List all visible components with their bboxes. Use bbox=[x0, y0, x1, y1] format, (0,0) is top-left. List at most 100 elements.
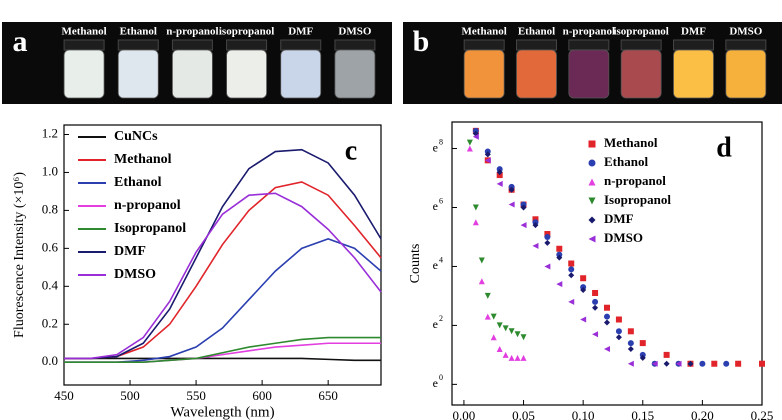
decay-point bbox=[580, 275, 587, 282]
legend-marker bbox=[588, 159, 596, 167]
decay-point bbox=[508, 201, 515, 208]
y-axis-title: Counts bbox=[408, 244, 423, 284]
decay-point bbox=[663, 351, 670, 358]
spectrum-line bbox=[64, 181, 382, 360]
vial-cap bbox=[725, 39, 767, 51]
decay-point bbox=[580, 316, 587, 323]
decay-point bbox=[639, 354, 646, 361]
decay-point bbox=[544, 263, 551, 270]
x-tick-label: 600 bbox=[252, 388, 272, 403]
decay-point bbox=[651, 360, 658, 367]
legend-label: Isopropanol bbox=[604, 192, 671, 207]
decay-point bbox=[532, 222, 539, 229]
decay-point bbox=[544, 233, 551, 240]
panel-label: c bbox=[345, 135, 357, 166]
decay-point bbox=[478, 278, 485, 285]
decay-point bbox=[627, 328, 634, 335]
decay-point bbox=[496, 169, 503, 176]
decay-point bbox=[627, 360, 634, 367]
decay-point bbox=[556, 245, 563, 252]
decay-point bbox=[514, 354, 521, 361]
decay-point bbox=[615, 328, 622, 335]
x-axis-title: Wavelength (nm) bbox=[170, 404, 274, 420]
vial bbox=[463, 49, 505, 99]
decay-point bbox=[520, 204, 527, 211]
x-tick-label: 0.25 bbox=[751, 408, 774, 420]
y-tick-label: 0.2 bbox=[42, 315, 58, 330]
decay-point bbox=[568, 272, 575, 279]
vial-label: isopropanol bbox=[613, 26, 668, 38]
vial-cap bbox=[226, 39, 268, 51]
vial-label: isopropanol bbox=[219, 26, 274, 38]
y-tick-exponent: 4 bbox=[439, 255, 443, 264]
vial-label: n-propanol bbox=[166, 26, 218, 38]
vial bbox=[280, 49, 322, 99]
x-tick-label: 0.20 bbox=[691, 408, 714, 420]
legend-label: DMSO bbox=[114, 267, 156, 282]
decay-point bbox=[592, 331, 599, 338]
vial-label: Ethanol bbox=[518, 26, 555, 38]
legend-label: DMSO bbox=[604, 230, 643, 245]
vial-cap bbox=[620, 39, 662, 51]
decay-point bbox=[663, 360, 670, 367]
decay-point bbox=[604, 304, 610, 311]
decay-point bbox=[514, 331, 521, 338]
x-tick-label: 0.10 bbox=[572, 408, 595, 420]
decay-point bbox=[496, 345, 503, 352]
decay-point bbox=[699, 360, 706, 367]
y-tick-label: e bbox=[433, 376, 438, 390]
vial-label: Ethanol bbox=[120, 26, 157, 38]
x-tick-label: 0.15 bbox=[631, 408, 654, 420]
decay-point bbox=[687, 360, 694, 367]
vial-label: DMF bbox=[288, 26, 313, 38]
decay-point bbox=[484, 151, 491, 158]
y-tick-label: 0.6 bbox=[42, 239, 59, 254]
vial-label: DMSO bbox=[729, 26, 762, 38]
decay-point bbox=[484, 292, 491, 299]
spectrum-line bbox=[64, 336, 381, 364]
legend-label: Ethanol bbox=[114, 175, 162, 190]
decay-point bbox=[472, 133, 479, 140]
y-tick-exponent: 8 bbox=[439, 137, 443, 146]
vial-cap bbox=[117, 39, 159, 51]
decay-point bbox=[639, 340, 646, 347]
x-tick-label: 500 bbox=[120, 388, 140, 403]
decay-point bbox=[508, 328, 515, 335]
y-tick-label: e bbox=[433, 317, 438, 331]
decay-point bbox=[592, 298, 599, 305]
vial-cap bbox=[673, 39, 714, 51]
decay-point bbox=[556, 281, 563, 288]
vial-cap bbox=[171, 39, 213, 51]
decay-point bbox=[496, 180, 503, 187]
vial bbox=[117, 49, 159, 99]
vial-cap bbox=[516, 39, 557, 51]
decay-point bbox=[496, 322, 503, 329]
plot-frame bbox=[451, 121, 763, 406]
spectrum-line bbox=[64, 192, 382, 360]
decay-point bbox=[568, 266, 575, 273]
vial-cap bbox=[463, 39, 505, 51]
decay-point bbox=[568, 260, 575, 267]
y-tick-exponent: 6 bbox=[439, 196, 443, 205]
decay-point bbox=[484, 313, 491, 320]
decay-point bbox=[604, 345, 610, 352]
vial-label: DMF bbox=[681, 26, 706, 38]
decay-point bbox=[508, 186, 515, 193]
y-tick-label: 0.0 bbox=[42, 353, 58, 368]
vial bbox=[172, 49, 213, 99]
y-tick-label: 0.4 bbox=[42, 277, 59, 292]
y-axis-title: Fluorescence Intensity (×10⁶) bbox=[12, 172, 27, 338]
legend-label: n-propanol bbox=[114, 198, 181, 213]
panel-label: a bbox=[13, 25, 28, 58]
panel-label: b bbox=[413, 25, 430, 58]
y-tick-label: 1.0 bbox=[42, 163, 58, 178]
legend-label: Isopropanol bbox=[114, 221, 186, 236]
decay-point bbox=[508, 354, 515, 361]
legend-marker bbox=[588, 140, 596, 148]
y-tick-exponent: 0 bbox=[439, 373, 443, 382]
decay-point bbox=[604, 313, 610, 320]
x-tick-label: 0.00 bbox=[453, 408, 476, 420]
decay-point bbox=[759, 360, 765, 367]
